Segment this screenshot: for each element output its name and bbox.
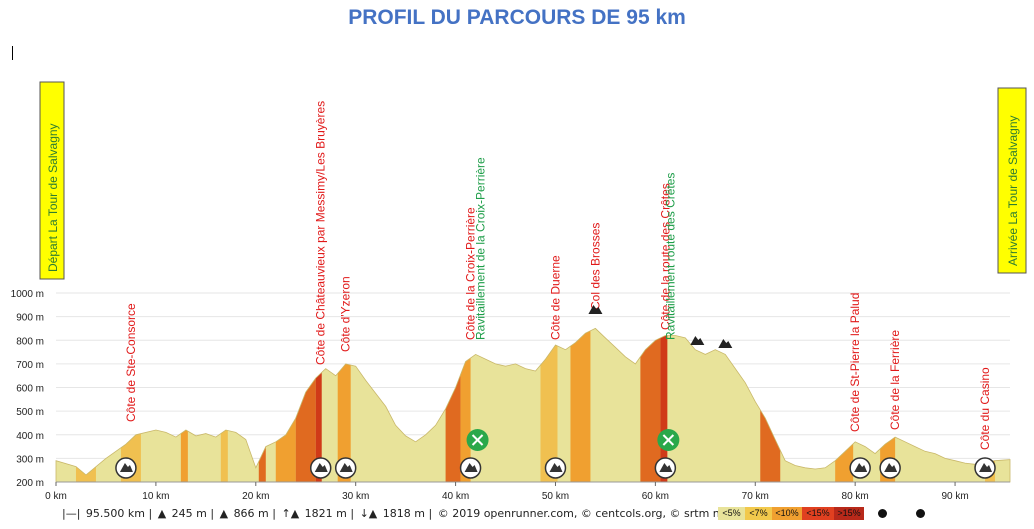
x-tick-label: 10 km [142,491,169,502]
min-altitude-value: 245 m | [171,507,215,520]
food-icon [466,429,489,451]
feed-zone-label: Ravitaillement route des Crêtes [663,173,677,340]
summit-icon [588,305,603,314]
climb-icon [459,457,482,479]
x-tick-label: 40 km [442,491,469,502]
profile-outline [55,327,1011,483]
x-tick-label: 60 km [642,491,669,502]
text-cursor [12,46,13,60]
climb-labels: Côte de Ste-Consorce Côte de Châteauvieux… [124,101,992,450]
y-tick-label: 800 m [16,336,44,347]
y-tick-label: 500 m [16,407,44,418]
climb-label: Col des Brosses [588,223,602,310]
x-tick-label: 30 km [342,491,369,502]
y-tick-label: 700 m [16,360,44,371]
summit-icon [718,339,733,348]
climb-label: Côte du Casino [978,367,992,450]
y-tick-label: 900 m [16,313,44,324]
slope-band [275,328,296,482]
x-tick-label: 90 km [941,491,968,502]
distance-icon: |—| [62,507,81,520]
ascent-icon: ↑▲ [281,507,300,520]
climb-label: Côte d'Yzeron [339,276,353,352]
legend-swatch: >15% [834,507,864,520]
climb-label: Côte de Duerne [549,255,563,340]
y-tick-label: 400 m [16,431,44,442]
credits-text: © 2019 openrunner.com, © centcols.org, ©… [437,507,739,520]
legend-swatch: <10% [772,507,802,520]
descent-icon: ↓▲ [359,507,378,520]
route-stats-footer: |—| 95.500 km | ▲ 245 m | ▲ 866 m | ↑▲ 1… [62,507,741,520]
slope-band [460,328,471,482]
slope-band [760,328,781,482]
end-label-box: Arrivée La Tour de Salvagny [997,87,1027,274]
end-label: Arrivée La Tour de Salvagny [1006,115,1020,266]
x-tick-label: 20 km [242,491,269,502]
climb-icon [544,457,567,479]
page-title: PROFIL DU PARCOURS DE 95 km [348,6,686,29]
climb-icon [115,457,137,479]
x-tick-label: 80 km [842,491,869,502]
legend-dot-1 [878,509,887,518]
y-tick-label: 1000 m [11,289,44,300]
slope-band [75,328,96,482]
slope-band [180,328,188,482]
climb-icon [849,457,871,479]
climb-label: Côte de Châteauvieux par Messimy/Les Bru… [314,101,328,365]
climb-label: Côte de Ste-Consorce [124,303,138,422]
x-axis: 0 km 10 km 20 km 30 km 40 km 50 km 60 km 70 km 8… [45,481,1010,502]
summit-icon [690,336,705,345]
climb-icon [974,457,996,479]
food-icon [657,429,680,451]
y-tick-label: 600 m [16,384,44,395]
profile-fill [56,328,1010,482]
feed-zone-label: Ravitaillement de la Croix-Perrière [474,157,488,340]
min-altitude-icon: ▲ [157,507,167,520]
x-tick-label: 70 km [742,491,769,502]
climb-label: Côte de la route des Crêtes [658,183,672,330]
y-tick-label: 200 m [16,478,44,489]
route-markers [115,305,996,479]
slope-band [570,328,591,482]
legend-dot-2 [916,509,925,518]
distance-value: 95.500 km | [85,507,153,520]
max-altitude-value: 866 m | [233,507,276,520]
start-label: Départ La Tour de Salvagny [46,123,60,272]
climb-icon [309,457,332,479]
climb-label: Côte de la Ferrière [888,330,902,430]
slope-band [315,328,322,482]
climb-label: Côte de St-Pierre la Palud [848,293,862,432]
slope-band [540,328,558,482]
descent-value: 1818 m | [382,507,433,520]
profile-area [55,327,1011,483]
climb-label: Côte de la Croix-Perrière [464,207,478,340]
legend-swatch: <15% [802,507,834,520]
slope-band [445,328,461,482]
max-altitude-icon: ▲ [219,507,229,520]
profile-base [56,328,1010,482]
slope-band [220,328,228,482]
climb-icon [879,457,901,479]
x-tick-label: 50 km [542,491,569,502]
legend-swatch: <5% [718,507,745,520]
y-tick-label: 300 m [16,454,44,465]
ascent-value: 1821 m | [304,507,355,520]
slope-band [258,328,266,482]
y-axis: 200 m 300 m 400 m 500 m 600 m 700 m 800 m 900 m… [11,289,44,489]
slope-band [660,328,668,482]
slope-band [640,328,661,482]
climb-icon [654,457,677,479]
start-label-box: Départ La Tour de Salvagny [39,81,65,280]
climb-icon [334,457,357,479]
legend-swatch: <7% [745,507,772,520]
x-tick-label: 0 km [45,491,67,502]
